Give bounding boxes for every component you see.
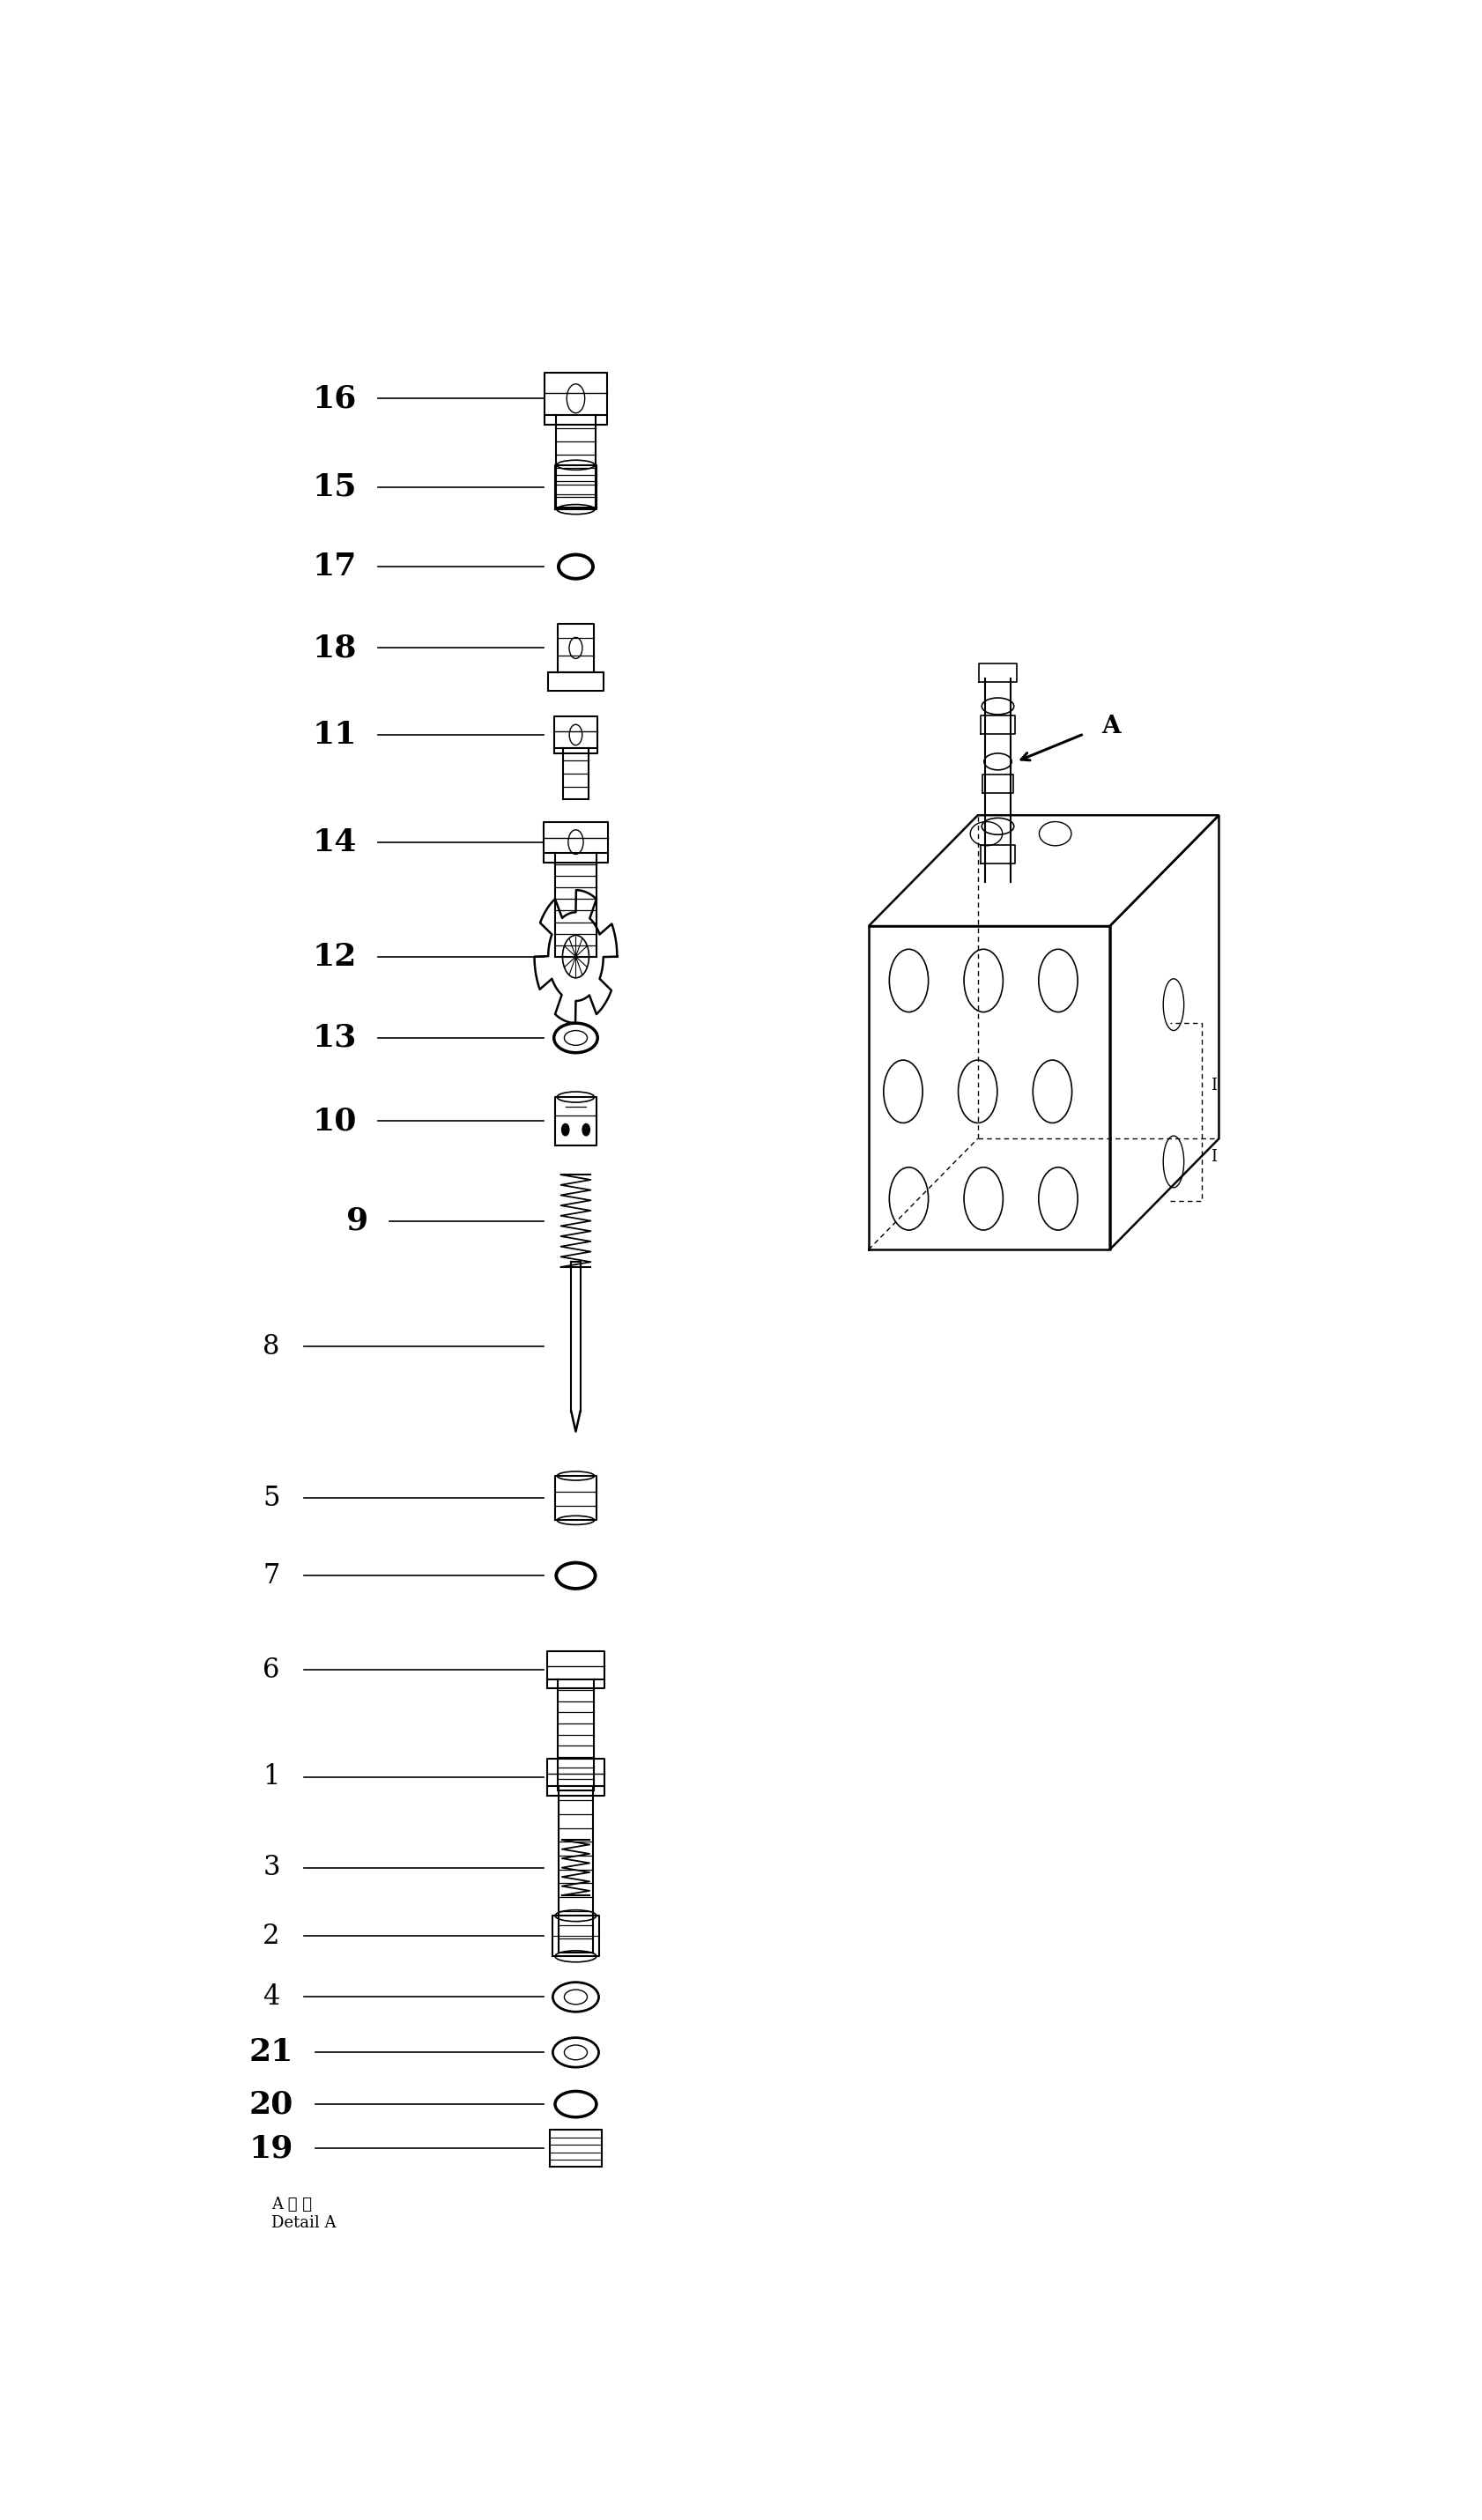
Text: 13: 13 bbox=[313, 1023, 357, 1053]
Text: I: I bbox=[1211, 1149, 1217, 1164]
Text: 15: 15 bbox=[313, 471, 357, 501]
Text: 7: 7 bbox=[262, 1562, 280, 1590]
Text: A 詳 細
Detail A: A 詳 細 Detail A bbox=[271, 2197, 336, 2230]
Text: 4: 4 bbox=[262, 1983, 280, 2011]
Text: I: I bbox=[1211, 1079, 1217, 1094]
Text: 19: 19 bbox=[249, 2134, 293, 2165]
Text: 6: 6 bbox=[262, 1656, 280, 1683]
Text: 12: 12 bbox=[313, 942, 357, 973]
Circle shape bbox=[582, 1124, 590, 1137]
Text: 3: 3 bbox=[262, 1855, 280, 1882]
Text: 16: 16 bbox=[313, 383, 357, 413]
Text: 10: 10 bbox=[313, 1106, 357, 1137]
Text: 9: 9 bbox=[347, 1207, 369, 1235]
Text: 21: 21 bbox=[249, 2039, 293, 2066]
Text: A: A bbox=[1101, 716, 1120, 738]
Text: 20: 20 bbox=[249, 2089, 293, 2119]
Text: 17: 17 bbox=[313, 552, 357, 582]
Text: 11: 11 bbox=[313, 721, 357, 751]
Text: 5: 5 bbox=[262, 1484, 280, 1512]
Text: 1: 1 bbox=[262, 1764, 280, 1792]
Text: 8: 8 bbox=[262, 1333, 280, 1361]
Text: 2: 2 bbox=[262, 1923, 280, 1950]
Text: 14: 14 bbox=[313, 827, 357, 857]
Text: 18: 18 bbox=[313, 633, 357, 663]
Circle shape bbox=[562, 1124, 569, 1137]
